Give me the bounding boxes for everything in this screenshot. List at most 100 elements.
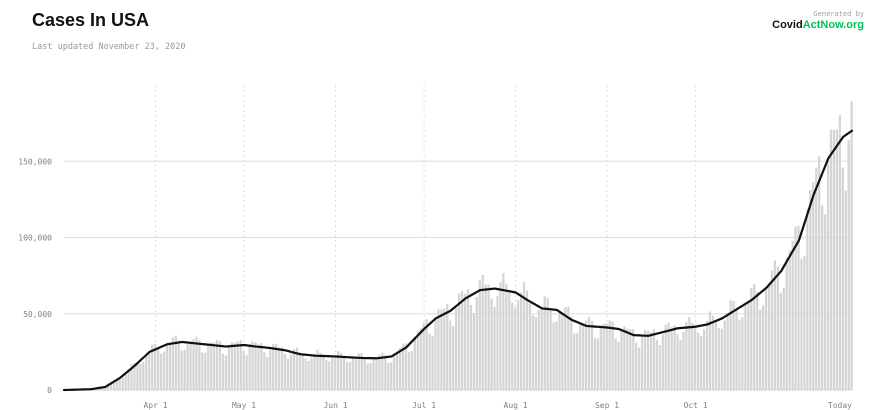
daily-case-bar [496,296,499,390]
daily-case-bar [502,273,505,390]
daily-case-bar [635,342,638,390]
y-tick-label: 0 [47,386,52,395]
daily-case-bar [328,361,331,390]
x-tick-label: Today [828,401,852,410]
daily-case-bar [806,208,809,390]
daily-case-bar [218,341,222,390]
daily-case-bar [567,306,570,390]
daily-case-bar [741,317,744,390]
daily-case-bar [779,292,782,390]
daily-case-bar [275,343,278,390]
daily-case-bar [643,329,647,390]
x-tick-label: Aug 1 [504,401,528,410]
daily-case-bar [449,320,452,390]
daily-case-bar [469,304,473,390]
daily-case-bar [838,115,841,390]
daily-case-bar [508,289,511,390]
daily-case-bar [761,305,765,390]
daily-case-bar [372,358,375,390]
daily-case-bar [452,326,455,390]
daily-case-bar [531,315,535,390]
daily-case-bar [266,356,269,390]
daily-case-bar [767,282,771,390]
y-tick-label: 150,000 [18,157,52,166]
daily-case-bar [165,344,169,390]
daily-case-bar [387,362,390,390]
daily-case-bar [744,305,747,390]
daily-case-bar [272,343,275,390]
daily-case-bar [522,282,526,390]
axis-labels: 0 50,000 100,000 150,000 Apr 1 May 1 Jun 1 Jul … [18,157,852,410]
daily-case-bar [292,349,295,390]
daily-case-bar [661,334,664,390]
daily-case-bar [490,298,493,390]
x-tick-label: Jul 1 [412,401,436,410]
daily-case-bar [700,336,703,390]
daily-case-bar [756,291,759,390]
daily-case-bar [732,300,735,390]
daily-case-bar [608,320,611,390]
daily-case-bar [334,355,337,390]
daily-case-bar [319,352,322,390]
logo-part-covid: Covid [772,19,803,31]
x-tick-label: Apr 1 [143,401,167,410]
daily-case-bar [729,300,732,390]
daily-case-bar [398,348,402,390]
daily-case-bar [313,353,316,390]
generated-by-label: Generated by [813,10,864,18]
daily-case-bar [180,350,183,390]
daily-case-bar [154,343,157,390]
daily-case-bar [446,303,449,390]
daily-case-bar [667,322,670,390]
daily-case-bar [407,352,411,390]
daily-case-bar [224,355,228,390]
daily-case-bar [832,129,836,390]
daily-case-bar [812,182,815,390]
daily-case-bar [413,336,416,390]
daily-case-bar [759,309,762,390]
daily-case-bar [514,307,517,390]
daily-case-bar [142,361,145,390]
daily-case-bar [103,387,107,390]
daily-case-bar [325,360,328,390]
daily-case-bar [823,214,827,390]
daily-case-bar [614,338,617,390]
daily-case-bar [717,328,720,390]
brand-logo[interactable]: Generated by CovidActNow.org [744,10,864,32]
daily-case-bar [345,362,349,390]
daily-case-bar [458,293,461,390]
daily-case-bar [295,347,298,390]
grid-lines [64,85,852,391]
last-updated-text: Last updated November 23, 2020 [32,42,186,52]
daily-case-bar [546,297,549,390]
daily-case-bar [850,101,853,390]
daily-case-bar [189,341,192,390]
daily-case-bar [543,296,546,390]
daily-case-bar [673,325,676,390]
daily-case-bar [254,342,257,390]
daily-case-bar [130,364,133,390]
daily-case-bar [298,352,301,390]
daily-case-bar [800,258,803,390]
daily-case-bar [579,322,582,390]
daily-case-bar [401,343,405,390]
daily-case-bar [437,309,440,390]
daily-case-bar [708,311,712,390]
daily-case-bar [213,342,216,390]
daily-case-bar [201,352,204,390]
y-tick-label: 100,000 [18,234,52,243]
daily-case-bar [460,291,464,390]
daily-case-bar [788,250,791,390]
daily-case-bar [803,256,806,390]
daily-case-bar [148,351,151,390]
daily-case-bar [390,362,393,390]
daily-case-bar [133,363,136,390]
daily-case-bar [826,157,830,390]
daily-case-bar [339,352,343,390]
daily-case-bar [602,323,605,390]
daily-case-bar [198,340,201,390]
daily-case-bar [750,287,753,390]
daily-case-bar [587,316,591,390]
daily-case-bar [204,352,207,390]
daily-case-bar [440,309,443,390]
